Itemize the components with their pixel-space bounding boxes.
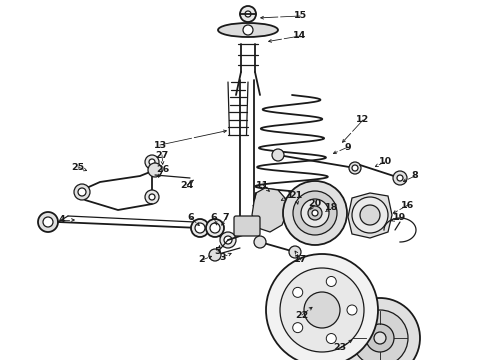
- Circle shape: [347, 305, 357, 315]
- Circle shape: [149, 194, 155, 200]
- Text: 8: 8: [412, 171, 418, 180]
- Circle shape: [78, 188, 86, 196]
- Circle shape: [326, 276, 336, 287]
- Circle shape: [293, 287, 303, 297]
- Text: 7: 7: [222, 213, 229, 222]
- Text: 4: 4: [59, 216, 65, 225]
- Text: 13: 13: [153, 140, 167, 149]
- Text: 15: 15: [294, 12, 307, 21]
- Text: 22: 22: [295, 310, 309, 320]
- Text: 9: 9: [344, 143, 351, 152]
- Text: 6: 6: [188, 213, 195, 222]
- Circle shape: [74, 184, 90, 200]
- Circle shape: [210, 223, 220, 233]
- Circle shape: [326, 333, 336, 343]
- Circle shape: [272, 149, 284, 161]
- Circle shape: [245, 11, 251, 17]
- Text: 21: 21: [290, 192, 303, 201]
- Circle shape: [352, 165, 358, 171]
- Circle shape: [293, 191, 337, 235]
- FancyBboxPatch shape: [234, 216, 260, 236]
- Circle shape: [206, 219, 224, 237]
- Circle shape: [148, 163, 162, 177]
- Text: 26: 26: [156, 166, 170, 175]
- Circle shape: [145, 190, 159, 204]
- Text: 24: 24: [180, 180, 194, 189]
- Circle shape: [280, 268, 364, 352]
- Circle shape: [374, 332, 386, 344]
- Circle shape: [308, 206, 322, 220]
- Circle shape: [266, 254, 378, 360]
- Text: 14: 14: [294, 31, 307, 40]
- Circle shape: [191, 219, 209, 237]
- Circle shape: [293, 323, 303, 333]
- Circle shape: [195, 223, 205, 233]
- Circle shape: [360, 205, 380, 225]
- Ellipse shape: [218, 23, 278, 37]
- Circle shape: [209, 249, 221, 261]
- Polygon shape: [348, 193, 392, 238]
- Polygon shape: [252, 188, 288, 232]
- Circle shape: [240, 6, 256, 22]
- Text: 11: 11: [256, 180, 270, 189]
- Text: 2: 2: [198, 256, 205, 265]
- Circle shape: [38, 212, 58, 232]
- Text: 25: 25: [72, 162, 85, 171]
- Circle shape: [397, 175, 403, 181]
- Circle shape: [349, 162, 361, 174]
- Circle shape: [220, 232, 236, 248]
- Circle shape: [145, 155, 159, 169]
- Text: 5: 5: [215, 248, 221, 256]
- Text: 16: 16: [401, 201, 415, 210]
- Text: 19: 19: [393, 213, 407, 222]
- Text: 20: 20: [308, 198, 321, 207]
- Circle shape: [224, 236, 232, 244]
- Circle shape: [304, 292, 340, 328]
- Circle shape: [149, 159, 155, 165]
- Text: 23: 23: [333, 343, 346, 352]
- Circle shape: [243, 25, 253, 35]
- Text: 18: 18: [325, 203, 339, 212]
- Text: 12: 12: [356, 116, 369, 125]
- Text: 3: 3: [220, 252, 226, 261]
- Circle shape: [340, 298, 420, 360]
- Text: 17: 17: [294, 256, 308, 265]
- Circle shape: [352, 197, 388, 233]
- Circle shape: [366, 324, 394, 352]
- Text: 27: 27: [155, 150, 169, 159]
- Circle shape: [312, 210, 318, 216]
- Text: 6: 6: [211, 213, 217, 222]
- Circle shape: [352, 310, 408, 360]
- Text: 10: 10: [378, 158, 392, 166]
- Circle shape: [283, 181, 347, 245]
- Circle shape: [254, 236, 266, 248]
- Circle shape: [301, 199, 329, 227]
- Circle shape: [43, 217, 53, 227]
- Circle shape: [289, 246, 301, 258]
- Text: 1: 1: [287, 192, 294, 201]
- Circle shape: [393, 171, 407, 185]
